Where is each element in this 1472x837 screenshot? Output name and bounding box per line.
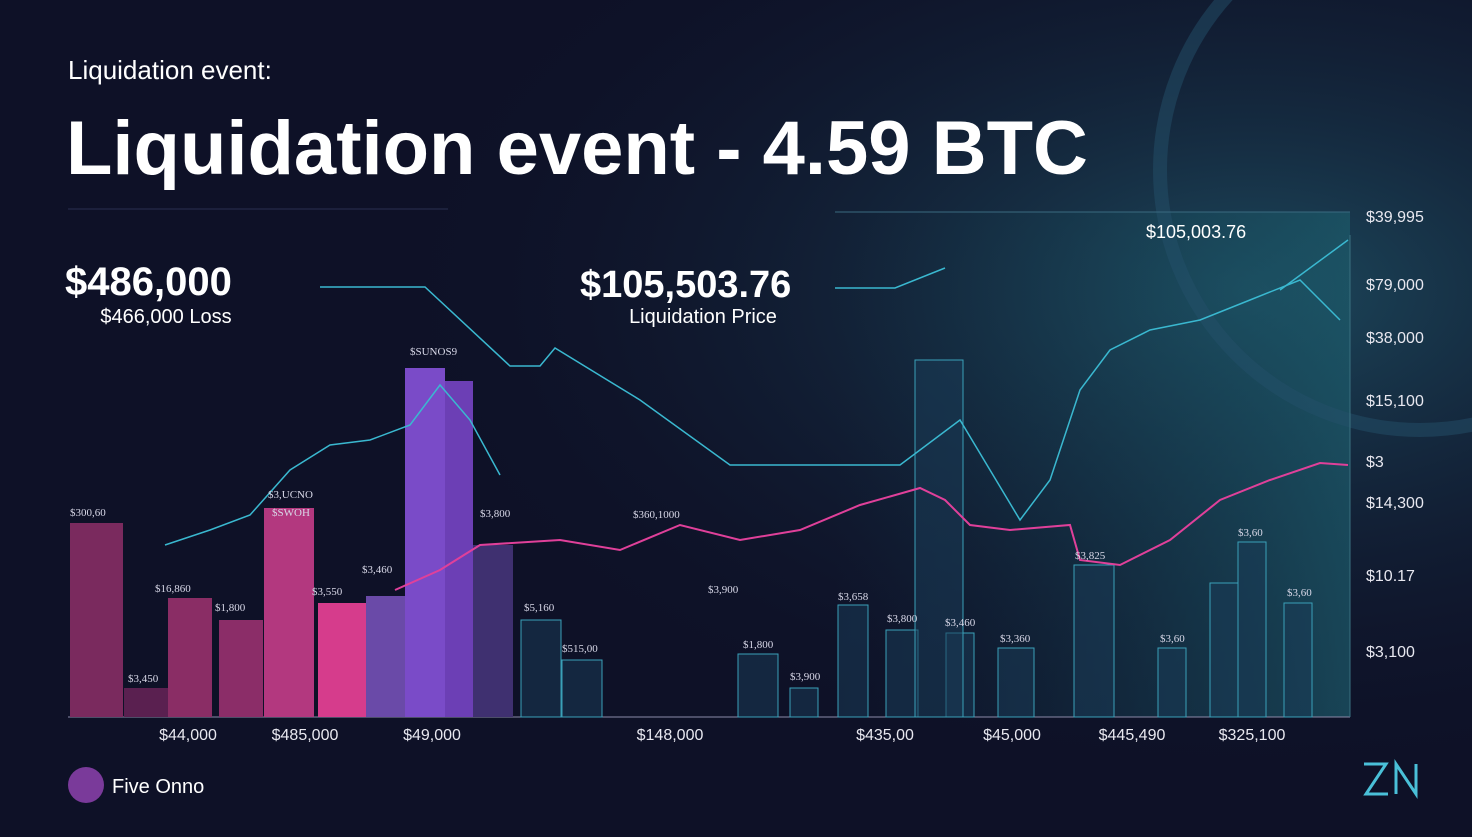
bar-label: $515,00	[562, 643, 598, 655]
bar-label: $3,460	[362, 564, 393, 576]
bar	[1283, 602, 1313, 718]
bar-label: $3,800	[887, 613, 918, 625]
bar-label: $SWOH	[272, 507, 310, 519]
axis-label: $45,000	[983, 727, 1041, 744]
bar-label: $3,60	[1287, 587, 1312, 599]
brand: Five Onno	[112, 776, 204, 798]
axis-label: $15,100	[1366, 393, 1424, 410]
axis-label: $39,995	[1366, 209, 1424, 226]
axis-label: $435,00	[856, 727, 914, 744]
bar-label: $3,450	[128, 673, 159, 685]
bar-label: $3,825	[1075, 550, 1106, 562]
bar	[219, 620, 263, 717]
trend-line	[1279, 239, 1349, 291]
clock-ring	[1153, 0, 1472, 437]
bar	[124, 688, 168, 717]
trend-line	[320, 279, 1341, 522]
bar	[837, 604, 869, 718]
stat-value: $486,000	[65, 260, 232, 304]
bar	[914, 359, 964, 718]
bar	[1157, 647, 1187, 718]
stat-label: $466,000 Loss	[100, 306, 231, 328]
corner-icon	[1363, 759, 1418, 799]
bar	[70, 523, 123, 717]
axis-label: $38,000	[1366, 330, 1424, 347]
bar	[520, 619, 562, 718]
bar	[168, 598, 212, 717]
bar	[445, 381, 473, 717]
bar	[789, 687, 819, 718]
axis-label: $485,000	[272, 727, 339, 744]
bar	[318, 603, 366, 717]
bar	[1073, 564, 1115, 718]
bar-label: $1,800	[215, 602, 246, 614]
bar-label: $SUNOS9	[410, 346, 458, 358]
bar-label: $3,658	[838, 591, 869, 603]
bar-label: $360,1000	[633, 509, 680, 521]
brand-icon	[68, 767, 104, 803]
bar-label: $3,UCNO	[268, 489, 313, 501]
axis-label: $148,000	[637, 727, 704, 744]
axis-label: $49,000	[403, 727, 461, 744]
bar	[561, 659, 603, 718]
liquidation-line	[394, 461, 1349, 591]
trend-line	[835, 267, 946, 289]
bar-label: $3,60	[1238, 527, 1263, 539]
axis-label: $445,490	[1099, 727, 1166, 744]
bar	[366, 596, 406, 717]
axis-label: $3	[1366, 454, 1384, 471]
bar	[1209, 582, 1239, 718]
stat-value: $105,503.76	[580, 264, 791, 306]
bar	[885, 629, 919, 718]
bar	[997, 647, 1035, 718]
bar	[473, 545, 513, 717]
axis-label: $3,100	[1366, 644, 1415, 661]
axis-label: $14,300	[1366, 495, 1424, 512]
bar-label: $300,60	[70, 507, 106, 519]
bar-label: $3,460	[945, 617, 976, 629]
axis-label: $10.17	[1366, 568, 1415, 585]
axis-label: $325,100	[1219, 727, 1286, 744]
bar-label: $1,800	[743, 639, 774, 651]
bar-label: $3,360	[1000, 633, 1031, 645]
axis-label: $79,000	[1366, 277, 1424, 294]
kicker: Liquidation event:	[68, 55, 272, 85]
top-label: $105,003.76	[1146, 222, 1246, 242]
axis-label: $44,000	[159, 727, 217, 744]
bar	[1237, 541, 1267, 718]
bar-label: $5,160	[524, 602, 555, 614]
bar	[264, 508, 314, 717]
bar-label: $3,900	[790, 671, 821, 683]
bar-label: $3,900	[708, 584, 739, 596]
title: Liquidation event - 4.59 BTC	[66, 106, 1088, 191]
bar	[405, 368, 445, 717]
bar	[737, 653, 779, 718]
price-line	[164, 383, 501, 546]
bar-label: $3,550	[312, 586, 343, 598]
stat-label: Liquidation Price	[629, 306, 777, 328]
bar-label: $3,60	[1160, 633, 1185, 645]
bar-label: $3,800	[480, 508, 511, 520]
bar-label: $16,860	[155, 583, 191, 595]
